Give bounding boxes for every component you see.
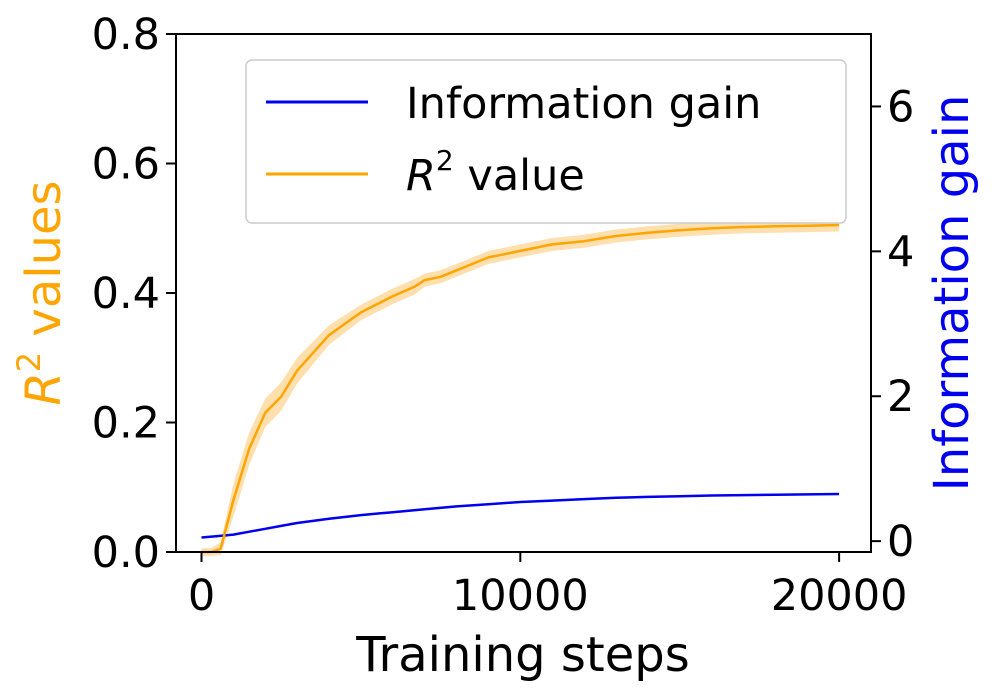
- series-line-info_gain: [201, 492, 840, 539]
- y-axis-left-title-base: R: [16, 372, 72, 405]
- y-axis-left-title: R2 values: [10, 180, 72, 405]
- series-band-r2: [201, 218, 840, 556]
- y-axis-right-title: Information gain: [924, 95, 980, 492]
- y-axis-left-title-rest: values: [16, 180, 72, 351]
- y-left-tick-label: 0.8: [92, 10, 160, 60]
- x-axis-title: Training steps: [355, 627, 690, 683]
- legend-label-info-gain: Information gain: [406, 79, 761, 129]
- legend-label-r2: R2 value: [406, 144, 585, 201]
- band-layer: [201, 218, 840, 556]
- x-tick-label: 0: [188, 571, 215, 621]
- y-left-tick-label: 0.6: [92, 140, 160, 190]
- line-layer: [201, 223, 840, 554]
- y-right-tick-label: 0: [887, 517, 914, 567]
- y-right-tick-label: 6: [887, 82, 914, 132]
- y-axis-left-title-sup: 2: [10, 352, 48, 372]
- y-right-tick-label: 4: [887, 227, 914, 277]
- y-left-tick-label: 0.2: [92, 399, 160, 449]
- legend: Information gain R2 value: [245, 59, 847, 224]
- legend-label-r2-sup: 2: [436, 144, 454, 177]
- x-tick-label: 10000: [452, 571, 589, 621]
- y-right-tick-label: 2: [887, 372, 914, 422]
- x-tick-label: 20000: [771, 571, 908, 621]
- series-line-r2: [201, 223, 840, 554]
- y-left-tick-label: 0.4: [92, 269, 160, 319]
- legend-label-r2-rest: value: [454, 151, 585, 201]
- y-left-tick-label: 0.0: [92, 528, 160, 578]
- tick-layer: 0 10000 20000 0.0 0.2 0.4 0.6 0.8 0 2 4 6: [92, 10, 915, 621]
- legend-label-r2-base: R: [406, 151, 436, 201]
- legend-box: [245, 59, 847, 224]
